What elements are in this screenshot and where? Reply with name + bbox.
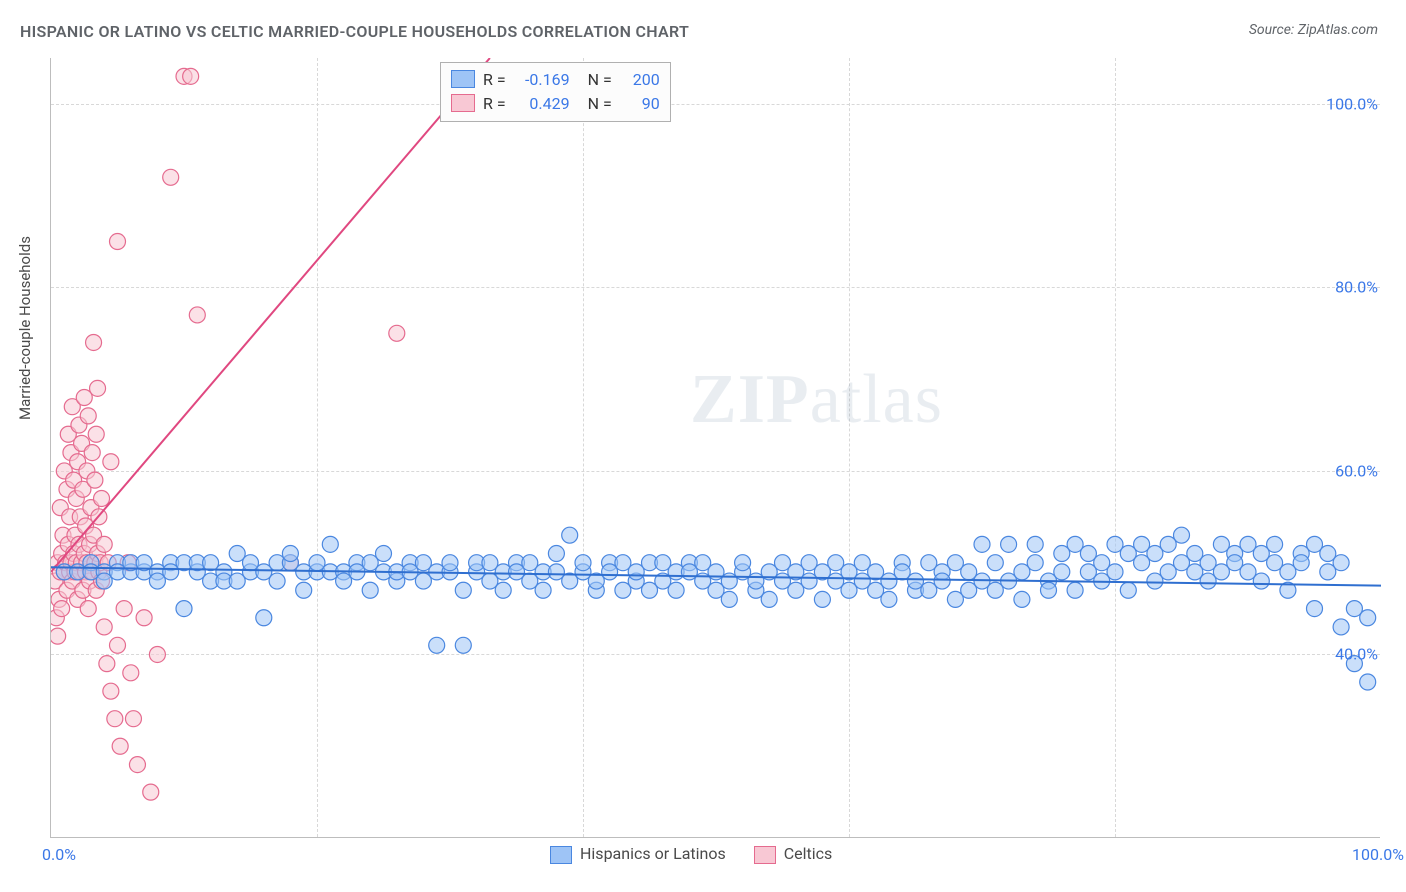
swatch-celtic [754, 846, 776, 864]
legend-item-hispanic: Hispanics or Latinos [550, 844, 726, 864]
legend-label-hispanic: Hispanics or Latinos [580, 844, 726, 863]
scatter-svg [51, 58, 1381, 838]
swatch-hispanic [550, 846, 572, 864]
n-val-celtic: 90 [620, 94, 660, 113]
legend-label-celtic: Celtics [784, 844, 833, 863]
n-label: N = [588, 70, 612, 89]
series-legend: Hispanics or Latinos Celtics [550, 844, 832, 864]
n-val-hispanic: 200 [620, 70, 660, 89]
plot-area [50, 58, 1380, 838]
legend-item-celtic: Celtics [754, 844, 833, 864]
y-tick-label: 60.0% [1335, 461, 1378, 480]
swatch-hispanic [451, 70, 475, 88]
y-tick-label: 100.0% [1326, 94, 1378, 113]
r-label: R = [483, 94, 506, 113]
r-val-celtic: 0.429 [514, 94, 570, 113]
x-tick-label: 0.0% [42, 845, 76, 864]
r-val-hispanic: -0.169 [514, 70, 570, 89]
swatch-celtic [451, 94, 475, 112]
n-label: N = [588, 94, 612, 113]
x-tick-label: 100.0% [1352, 845, 1404, 864]
y-tick-label: 80.0% [1335, 278, 1378, 297]
chart-title: HISPANIC OR LATINO VS CELTIC MARRIED-COU… [20, 22, 689, 41]
legend-row-celtic: R = 0.429 N = 90 [451, 91, 660, 115]
r-label: R = [483, 70, 506, 89]
source-attribution: Source: ZipAtlas.com [1249, 22, 1378, 38]
y-tick-label: 40.0% [1335, 645, 1378, 664]
y-axis-label: Married-couple Households [16, 236, 34, 420]
correlation-legend: R = -0.169 N = 200 R = 0.429 N = 90 [440, 62, 671, 122]
legend-row-hispanic: R = -0.169 N = 200 [451, 67, 660, 91]
